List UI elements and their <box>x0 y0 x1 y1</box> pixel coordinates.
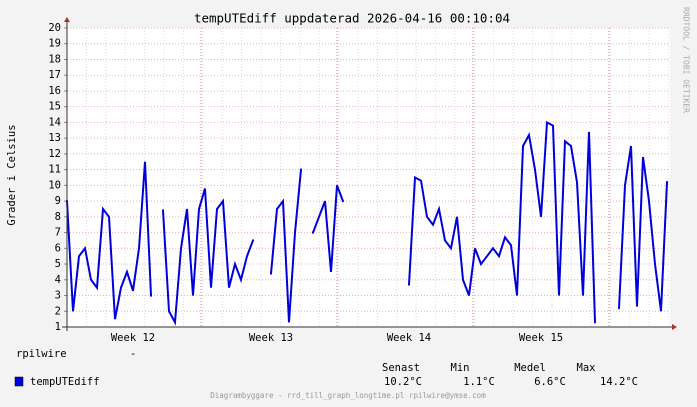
host-value: - <box>130 348 136 360</box>
y-tick-label: 4 <box>55 274 61 286</box>
y-arrow <box>64 17 70 22</box>
watermark: RRDTOOL / TOBI OETIKER <box>682 7 691 113</box>
legend-label: tempUTEdiff <box>30 376 100 388</box>
x-arrow <box>672 324 677 330</box>
y-tick-label: 3 <box>55 290 61 302</box>
legend-header: Medel <box>514 362 546 374</box>
y-tick-label: 7 <box>55 227 61 239</box>
footer: Diagrambyggare - rrd_till_graph_longtime… <box>210 391 486 400</box>
y-tick-label: 9 <box>55 195 61 207</box>
host: rpilwire <box>16 348 67 360</box>
y-tick-label: 11 <box>48 164 61 176</box>
y-tick-label: 16 <box>48 85 61 97</box>
marks <box>66 120 669 326</box>
y-tick-label: 1 <box>55 321 61 333</box>
legend-header: Max <box>577 362 596 374</box>
y-tick-label: 5 <box>55 258 61 270</box>
legend-value: 6.6°C <box>534 376 566 388</box>
y-tick-label: 2 <box>55 305 61 317</box>
x-tick-label: Week 12 <box>111 332 155 344</box>
y-tick-label: 15 <box>48 101 61 113</box>
legend-swatch <box>14 376 24 387</box>
y-tick-label: 6 <box>55 242 61 254</box>
legend-value: 10.2°C <box>384 376 422 388</box>
chart-title: tempUTEdiff uppdaterad 2026-04-16 00:10:… <box>194 11 510 26</box>
y-tick-label: 20 <box>48 22 61 34</box>
y-tick-label: 13 <box>48 132 61 144</box>
series-line <box>66 120 669 326</box>
y-tick-label: 12 <box>48 148 61 160</box>
y-tick-label: 14 <box>48 116 61 128</box>
grid <box>64 27 670 328</box>
x-tick-label: Week 14 <box>387 332 431 344</box>
x-tick-label: Week 13 <box>249 332 293 344</box>
legend-header: Min <box>451 362 470 374</box>
y-tick-label: 17 <box>48 69 61 81</box>
x-tick-label: Week 15 <box>519 332 563 344</box>
y-tick-label: 19 <box>48 38 61 50</box>
y-axis-label: Grader i Celsius <box>6 124 18 225</box>
y-tick-label: 10 <box>48 179 61 191</box>
plot-area <box>67 28 670 327</box>
y-tick-label: 8 <box>55 211 61 223</box>
legend-value: 14.2°C <box>600 376 638 388</box>
legend-value: 1.1°C <box>463 376 495 388</box>
legend-header: Senast <box>382 362 420 374</box>
y-tick-label: 18 <box>48 53 61 65</box>
